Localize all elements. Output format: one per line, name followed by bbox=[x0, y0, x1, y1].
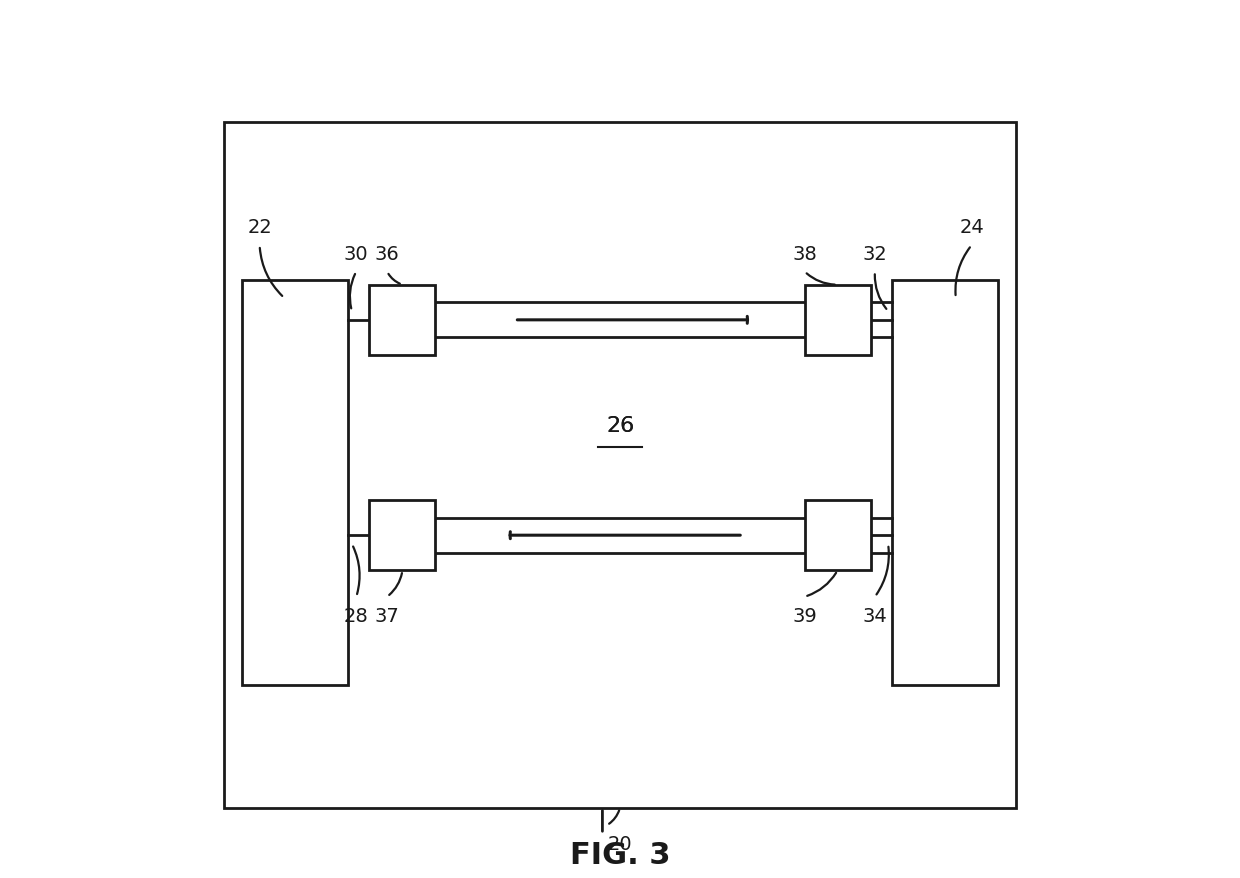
Text: 34: 34 bbox=[863, 606, 888, 625]
Text: 36: 36 bbox=[374, 244, 399, 263]
Bar bbox=[805, 500, 870, 571]
Bar bbox=[242, 281, 347, 685]
Text: 26: 26 bbox=[606, 416, 634, 435]
Text: 26: 26 bbox=[606, 416, 634, 435]
Text: 39: 39 bbox=[792, 606, 817, 625]
Text: 24: 24 bbox=[960, 218, 985, 237]
Text: 38: 38 bbox=[792, 244, 817, 263]
Text: 37: 37 bbox=[374, 606, 399, 625]
Text: 22: 22 bbox=[247, 218, 272, 237]
Text: 20: 20 bbox=[608, 834, 632, 853]
Text: FIG. 3: FIG. 3 bbox=[569, 840, 671, 869]
Bar bbox=[805, 285, 870, 356]
Bar bbox=[224, 123, 1016, 808]
Bar bbox=[893, 281, 998, 685]
Bar bbox=[370, 285, 435, 356]
Bar bbox=[370, 500, 435, 571]
Text: 28: 28 bbox=[343, 606, 368, 625]
Text: 32: 32 bbox=[863, 244, 888, 263]
Text: 30: 30 bbox=[343, 244, 368, 263]
